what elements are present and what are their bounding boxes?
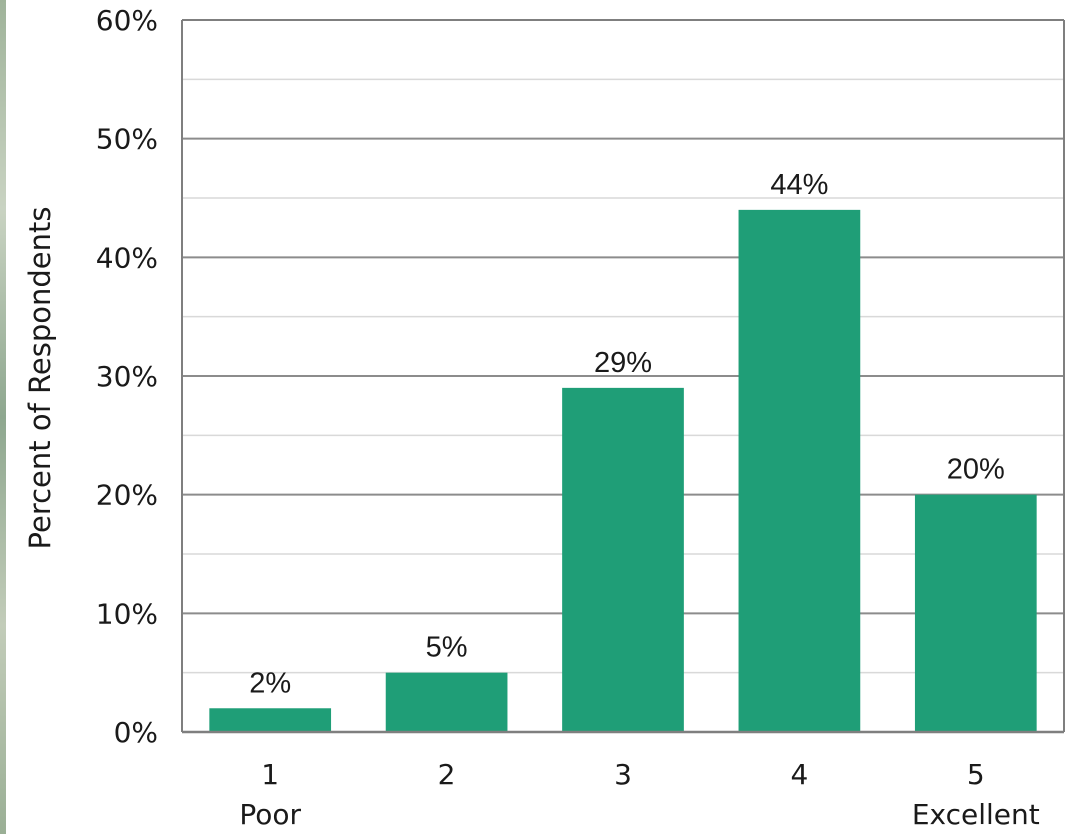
y-axis-title: Percent of Respondents [23, 207, 57, 550]
x-tick-label: 2 [438, 758, 456, 791]
x-tick-label: 4 [790, 758, 808, 791]
y-tick-label: 20% [96, 479, 158, 512]
bar-data-label: 29% [594, 347, 652, 379]
x-tick-label: 3 [614, 758, 632, 791]
background-edge-strip [0, 0, 6, 834]
plot-frame [181, 19, 1065, 734]
x-tick-sublabel: Poor [239, 798, 301, 831]
bar-data-label: 44% [770, 169, 828, 201]
x-tick-label: 5 [967, 758, 985, 791]
y-tick-label: 60% [96, 4, 158, 37]
bar-data-label: 20% [947, 454, 1005, 486]
y-tick-label: 50% [96, 123, 158, 156]
y-tick-label: 40% [96, 241, 158, 274]
y-tick-label: 30% [96, 360, 158, 393]
bar-data-label: 2% [249, 667, 291, 699]
y-tick-label: 0% [114, 716, 158, 749]
x-axis-ticks: 1 Poor 2 3 4 5 Excellent [239, 758, 1039, 831]
bar [562, 387, 684, 732]
x-tick-label: 1 [261, 758, 279, 791]
bar [914, 494, 1037, 732]
y-tick-label: 10% [96, 597, 158, 630]
x-tick-sublabel: Excellent [912, 798, 1040, 831]
data-labels: 2% 5% 29% 44% 20% [249, 169, 1005, 699]
bar-data-label: 5% [426, 632, 468, 664]
bar-series [209, 209, 1037, 732]
bar [209, 708, 332, 732]
bar [738, 209, 861, 732]
bar [385, 672, 508, 732]
y-axis-ticks: 0% 10% 20% 30% 40% 50% 60% [96, 4, 158, 749]
